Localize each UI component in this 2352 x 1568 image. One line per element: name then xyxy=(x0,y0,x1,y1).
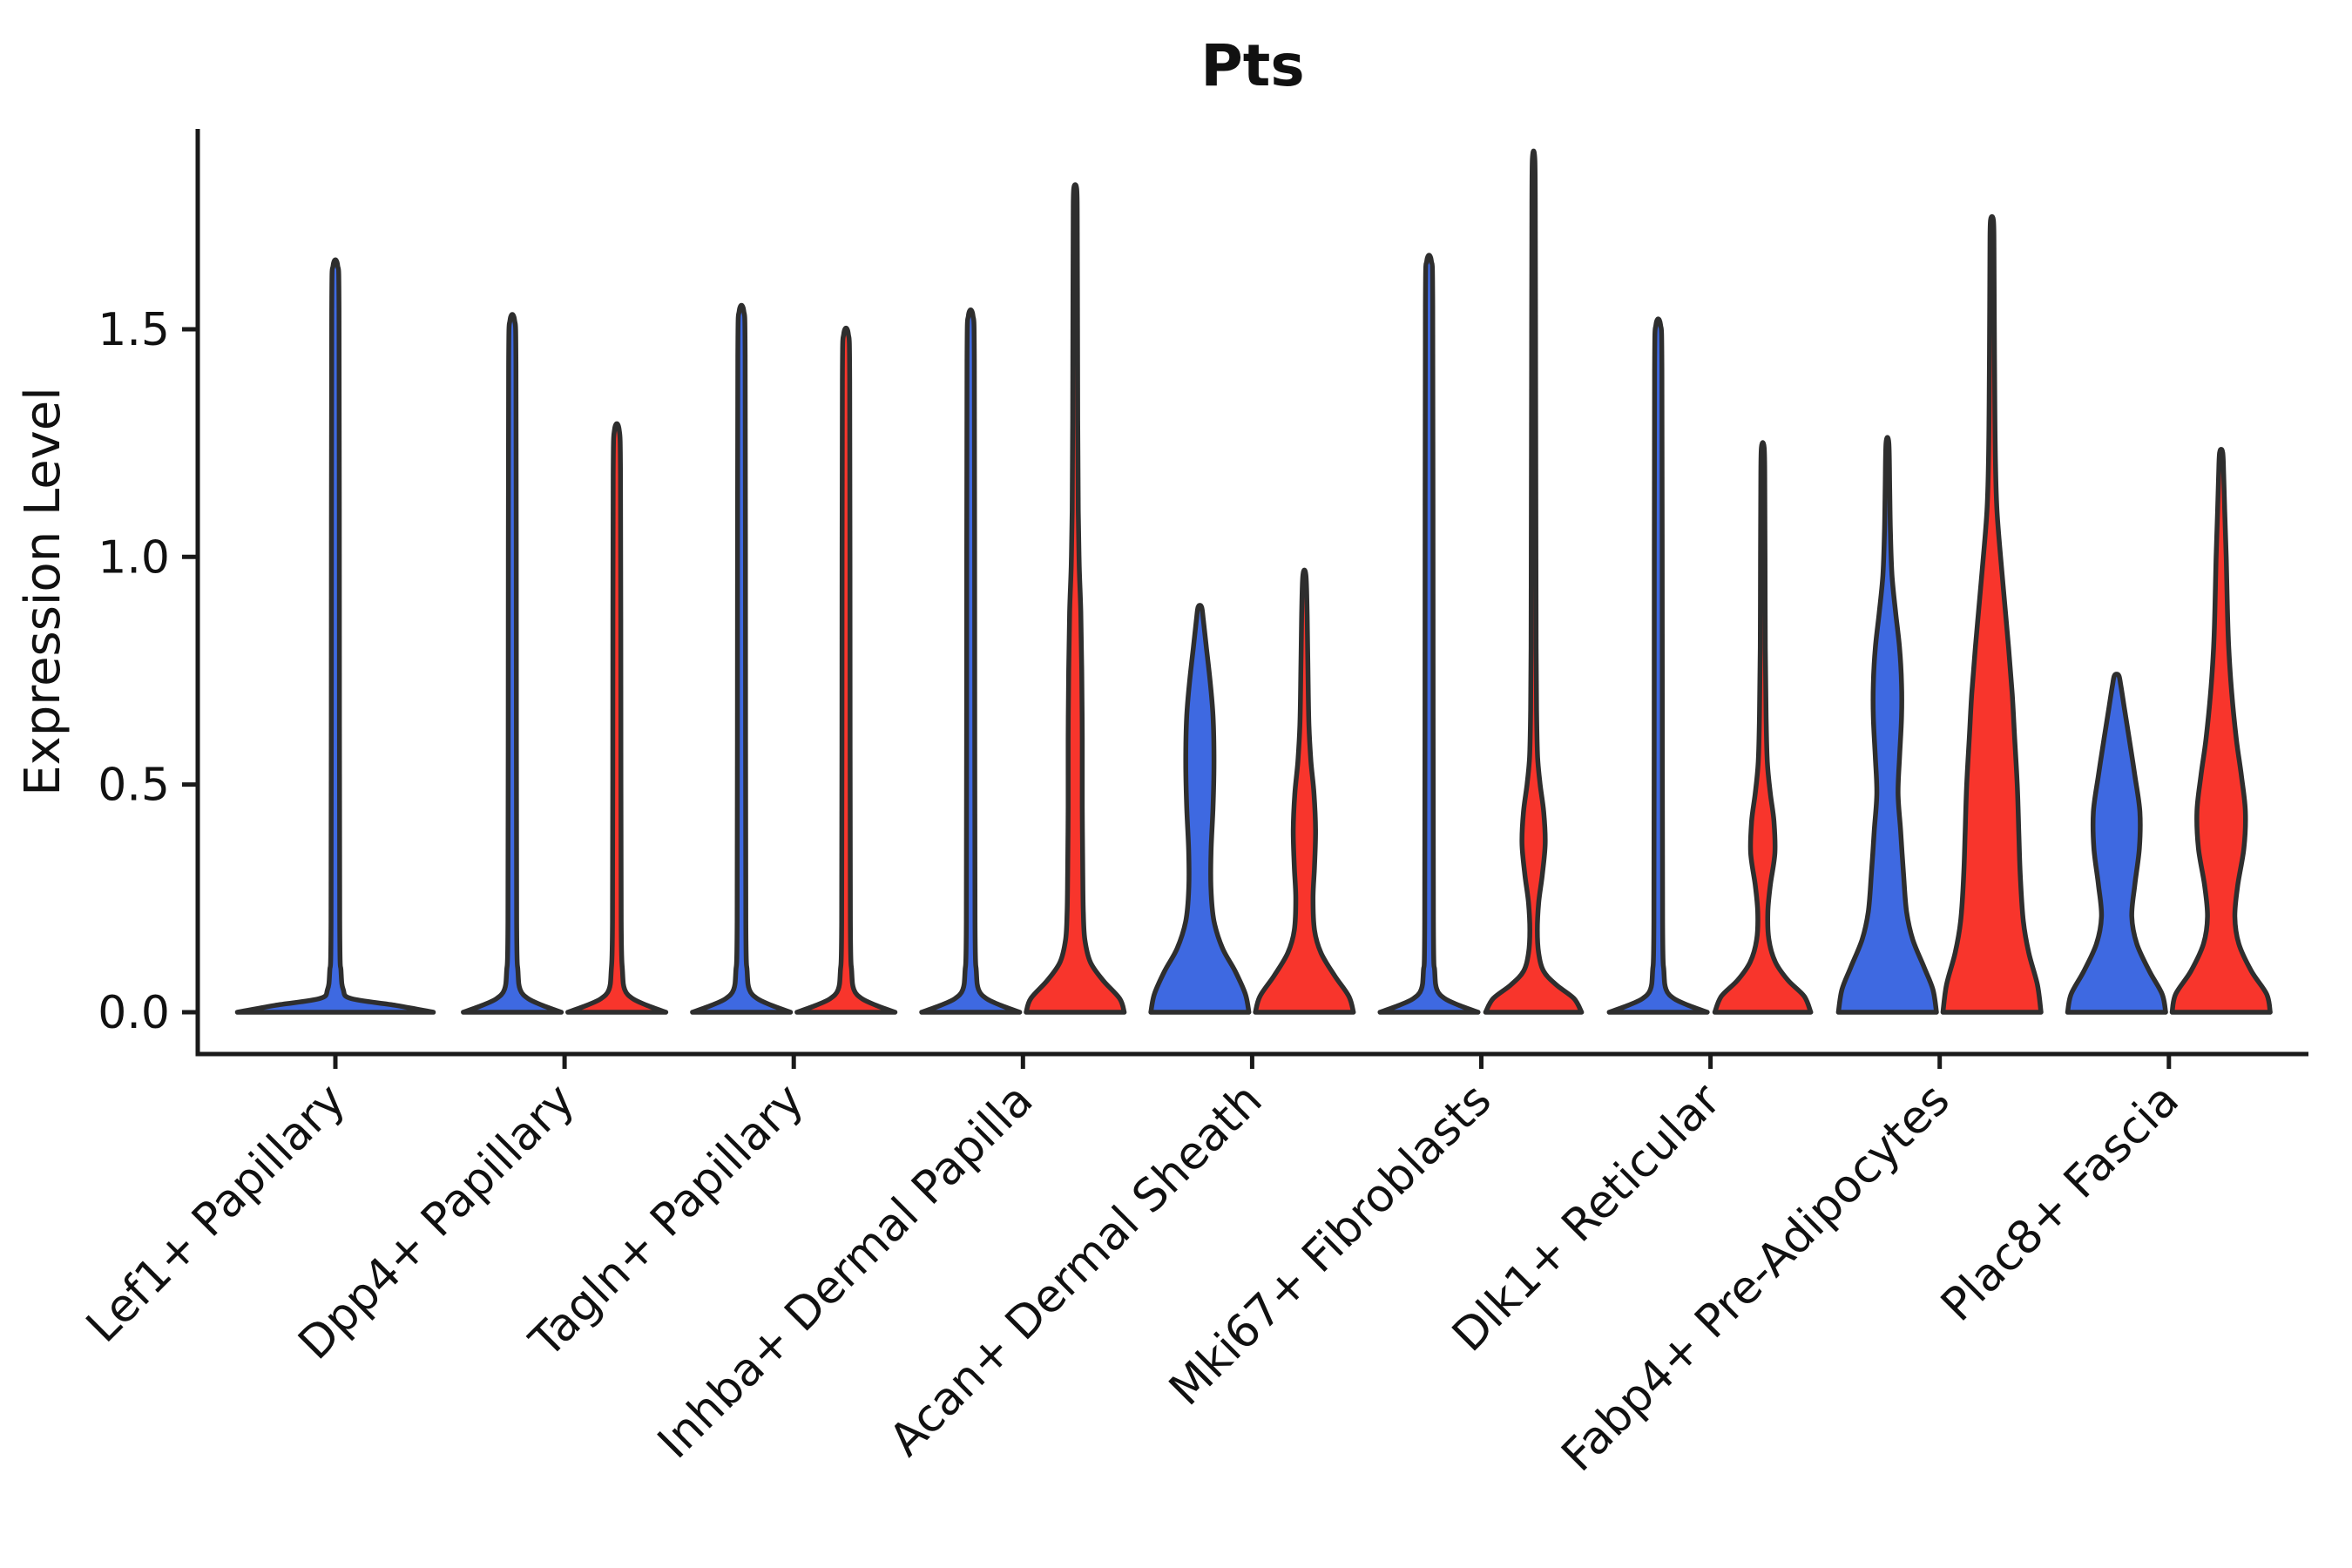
violin-plac8-right xyxy=(2169,447,2273,1015)
violin-plac8-left xyxy=(2065,672,2168,1015)
violin-dlk1-left xyxy=(1606,316,1710,1015)
x-tick-label-4: Inhba+ Dermal Papilla xyxy=(648,1074,1043,1469)
chart-title: Pts xyxy=(1200,32,1304,99)
violin-tagln-right xyxy=(794,325,898,1015)
violin-lef1-single xyxy=(234,257,436,1015)
y-tick-label-0.0: 0.0 xyxy=(98,987,170,1039)
x-tick-label-5: Acan+ Dermal Sheath xyxy=(880,1074,1273,1467)
violin-dpp4-left xyxy=(461,312,564,1015)
x-tick-label-9: Plac8+ Fascia xyxy=(1931,1074,2189,1332)
violin-layer xyxy=(234,148,2273,1015)
violin-inhba-left xyxy=(919,308,1023,1015)
violin-tagln-left xyxy=(690,302,794,1015)
x-axis-ticks xyxy=(333,1054,2172,1069)
violin-acan-right xyxy=(1253,567,1356,1015)
violin-inhba-right xyxy=(1024,182,1127,1015)
violin-dpp4-right xyxy=(565,421,669,1015)
x-tick-label-8: Fabp4+ Pre-Adipocytes xyxy=(1552,1074,1960,1482)
y-tick-label-0.5: 0.5 xyxy=(98,760,170,812)
y-axis-ticks xyxy=(182,327,198,1015)
y-tick-label-1.5: 1.5 xyxy=(98,304,170,356)
violin-mki67-right xyxy=(1483,148,1585,1015)
violin-dlk1-right xyxy=(1712,440,1814,1015)
violin-mki67-left xyxy=(1377,253,1481,1015)
y-axis-title: Expression Level xyxy=(15,387,71,796)
y-tick-label-1.0: 1.0 xyxy=(98,531,170,584)
violin-fabp4-left xyxy=(1835,435,1939,1015)
violin-acan-left xyxy=(1148,603,1252,1015)
y-axis-tick-labels: 0.0 0.5 1.0 1.5 xyxy=(98,304,170,1039)
violin-fabp4-right xyxy=(1940,213,2044,1015)
